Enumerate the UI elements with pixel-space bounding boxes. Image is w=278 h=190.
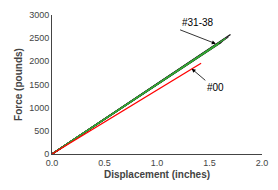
svg-text:2000: 2000 xyxy=(29,56,49,66)
svg-text:0.0: 0.0 xyxy=(46,158,59,168)
svg-text:1.0: 1.0 xyxy=(151,158,164,168)
svg-text:500: 500 xyxy=(34,126,49,136)
svg-text:0.5: 0.5 xyxy=(98,158,111,168)
svg-text:#31-38: #31-38 xyxy=(182,17,214,28)
svg-text:3000: 3000 xyxy=(29,10,49,20)
svg-text:Force (pounds): Force (pounds) xyxy=(13,48,24,121)
svg-text:1000: 1000 xyxy=(29,103,49,113)
svg-text:2500: 2500 xyxy=(29,33,49,43)
svg-text:0: 0 xyxy=(44,149,49,159)
svg-text:Displacement (inches): Displacement (inches) xyxy=(104,169,210,180)
svg-text:2.0: 2.0 xyxy=(256,158,269,168)
svg-text:1500: 1500 xyxy=(29,80,49,90)
svg-text:1.5: 1.5 xyxy=(203,158,216,168)
svg-text:#00: #00 xyxy=(207,82,224,93)
